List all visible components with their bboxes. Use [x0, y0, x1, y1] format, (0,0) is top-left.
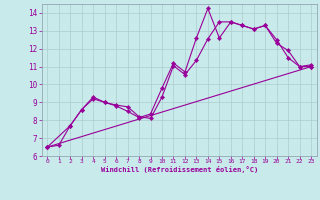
X-axis label: Windchill (Refroidissement éolien,°C): Windchill (Refroidissement éolien,°C) — [100, 166, 258, 173]
